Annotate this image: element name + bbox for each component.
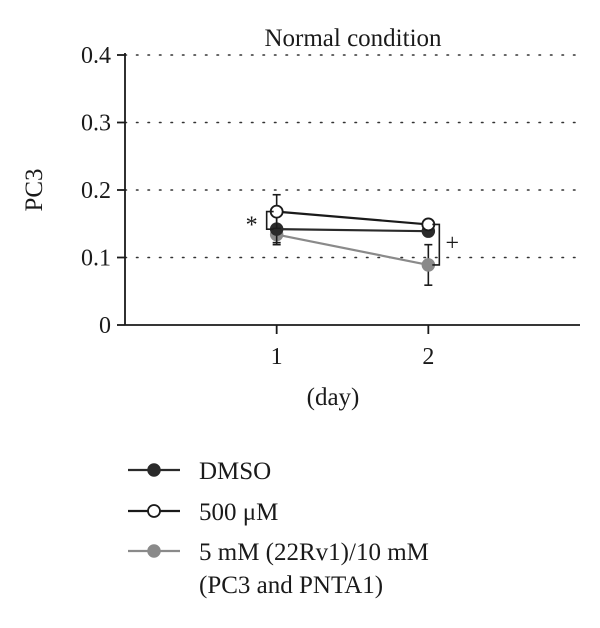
legend-item-5mm: 5 mM (22Rv1)/10 mM (PC3 and PNTA1)	[128, 539, 429, 599]
y-tick-label: 0.1	[81, 246, 111, 272]
legend: DMSO 500 μM 5 mM (22Rv1)/10 mM (PC3 and …	[128, 458, 429, 599]
legend-marker-500um	[147, 504, 161, 518]
legend-marker-dmso	[147, 463, 161, 477]
y-tick-label: 0.3	[81, 111, 111, 137]
chart-title: Normal condition	[264, 25, 442, 52]
series-2	[269, 223, 436, 286]
legend-label-dmso: DMSO	[199, 458, 271, 485]
bracket-day1	[265, 210, 274, 230]
x-tick-label: 2	[422, 344, 434, 370]
series-line	[276, 210, 429, 226]
legend-item-500um: 500 μM	[128, 499, 278, 526]
x-tick-label: 1	[271, 344, 283, 370]
series-line	[276, 233, 429, 267]
legend-item-dmso: DMSO	[128, 458, 271, 485]
y-axis-label: PC3	[21, 168, 48, 211]
y-tick-label: 0.4	[81, 43, 111, 69]
series-layer	[269, 193, 436, 286]
axes	[117, 53, 580, 334]
annotation-asterisk: *	[246, 212, 258, 238]
legend-label-5mm-line2: (PC3 and PNTA1)	[199, 572, 383, 599]
legend-label-5mm-line1: 5 mM (22Rv1)/10 mM	[199, 539, 429, 566]
x-axis-label: (day)	[307, 384, 360, 411]
series-line	[276, 228, 429, 233]
y-tick-labels: 0 0.1 0.2 0.3 0.4	[81, 43, 111, 339]
y-tick-label: 0	[99, 313, 111, 339]
bracket-day2	[432, 223, 441, 266]
y-tick-label: 0.2	[81, 178, 111, 204]
annotation-plus: +	[446, 231, 460, 257]
significance-annotations: *+	[246, 210, 460, 266]
legend-marker-5mm	[147, 544, 161, 558]
legend-label-500um: 500 μM	[199, 499, 278, 526]
gridlines	[124, 54, 581, 259]
series-1	[269, 193, 436, 232]
